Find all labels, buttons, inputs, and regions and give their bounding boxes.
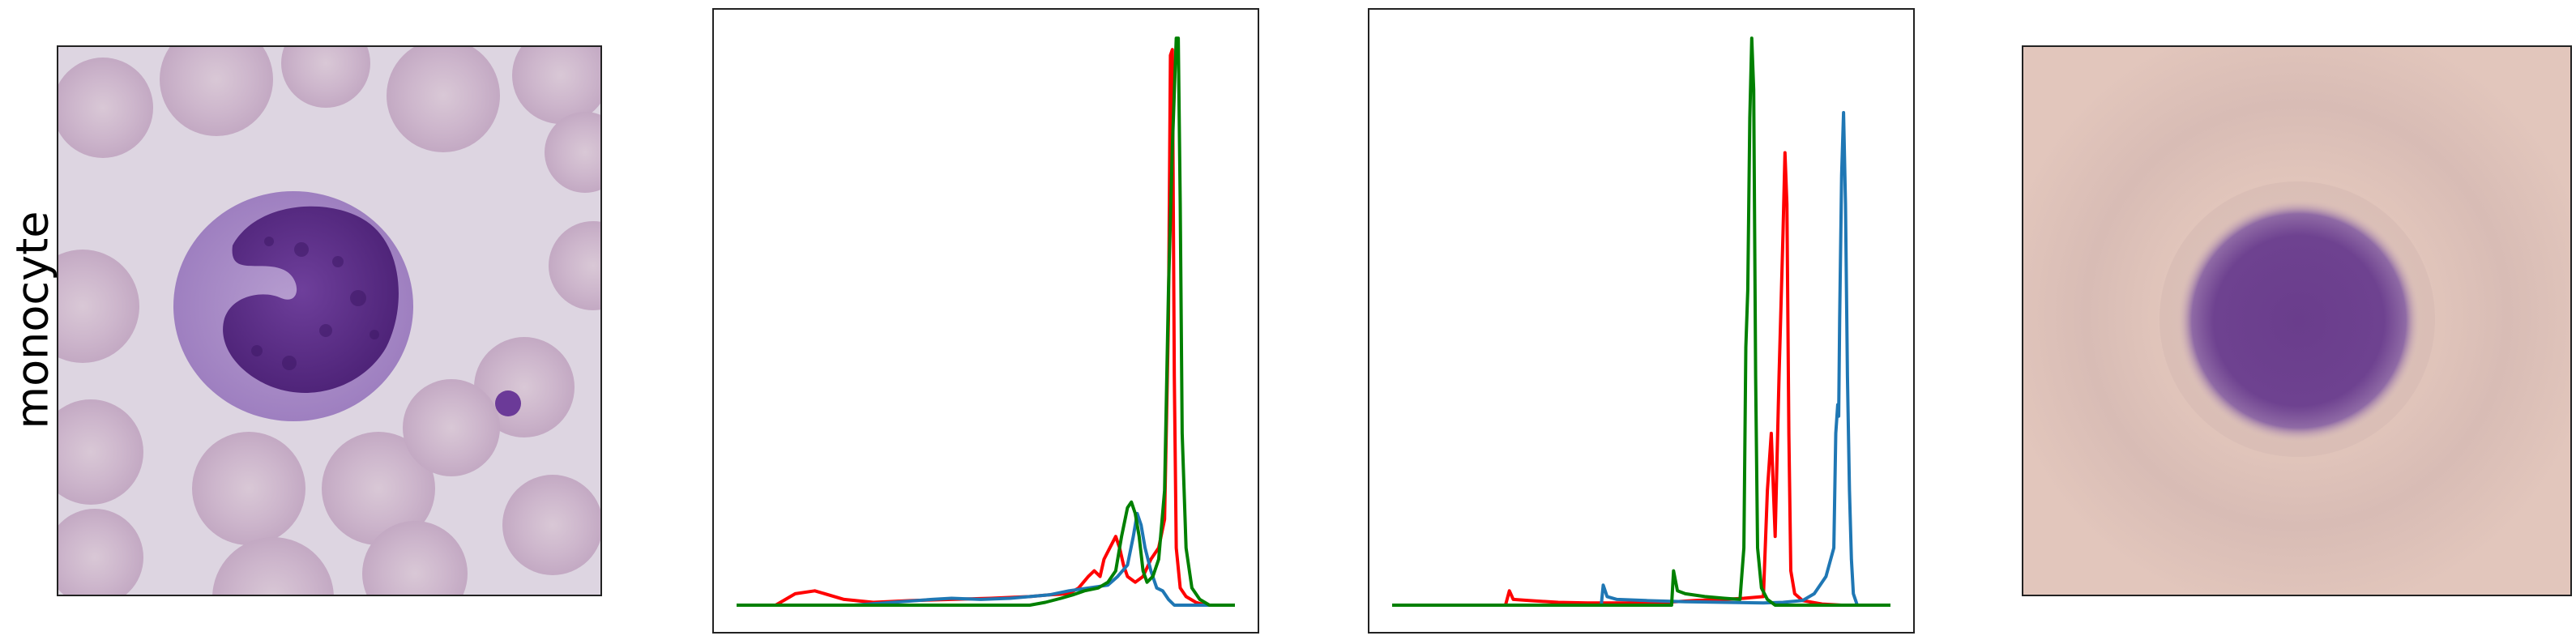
histogram-1-series-1-line xyxy=(737,48,1235,607)
micrograph-graphic xyxy=(58,47,600,595)
mean-cell-blob xyxy=(2177,199,2420,442)
blood-smear-monocyte-image xyxy=(57,45,602,596)
monocyte-cell xyxy=(173,191,413,421)
red-blood-cells xyxy=(58,47,600,595)
histogram-1-plot xyxy=(737,36,1235,607)
row-label: monocyte xyxy=(0,0,58,640)
histogram-2-plot xyxy=(1392,36,1890,607)
histogram-1-series-2-line xyxy=(737,511,1235,607)
row-label-text: monocyte xyxy=(6,211,58,429)
histogram-1-series-3-line xyxy=(737,36,1235,607)
histogram-2-series-2-line xyxy=(1392,111,1890,607)
mean-cell-graphic xyxy=(2023,47,2570,595)
histogram-2-series-3-line xyxy=(1392,36,1890,607)
histogram-chart-2 xyxy=(1368,8,1915,634)
histogram-chart-1 xyxy=(712,8,1259,634)
platelet xyxy=(495,390,521,416)
histogram-2-series-1-line xyxy=(1392,151,1890,607)
mean-cell-image xyxy=(2022,45,2572,596)
